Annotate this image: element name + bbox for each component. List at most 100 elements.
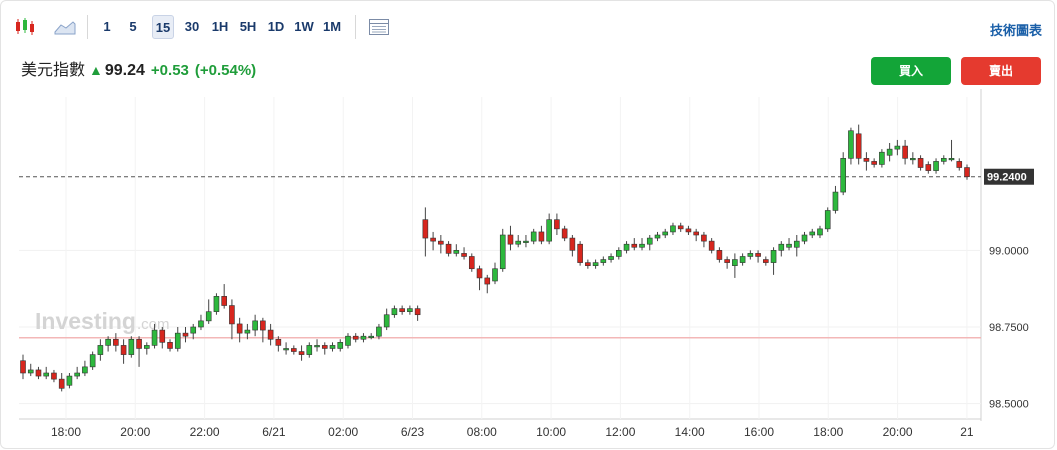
candle <box>190 323 197 340</box>
candle-body <box>244 329 251 334</box>
candle <box>445 241 452 257</box>
candle-body <box>832 191 839 211</box>
candle <box>933 158 939 174</box>
candle-body <box>321 345 328 349</box>
candle-body <box>817 228 823 236</box>
candle <box>623 241 630 254</box>
candle-body <box>414 308 421 316</box>
technical-chart-link[interactable]: 技術圖表 <box>989 23 1042 38</box>
candle-body <box>569 237 576 251</box>
candle-body <box>662 231 669 236</box>
candle <box>113 333 119 352</box>
candle <box>321 342 328 355</box>
candle <box>337 339 344 352</box>
candle <box>414 305 421 321</box>
candle-body <box>167 342 173 349</box>
area-chart-icon[interactable] <box>53 16 77 38</box>
candle <box>476 265 483 291</box>
candle <box>964 164 970 180</box>
candle-body <box>871 161 877 165</box>
candle-body <box>360 335 367 340</box>
candle-body <box>956 161 963 168</box>
candlestick-icon[interactable] <box>13 16 37 38</box>
candle <box>97 339 104 361</box>
price-change: +0.53 <box>150 62 189 79</box>
candle-body <box>198 320 204 328</box>
candle <box>763 256 769 266</box>
price-change-percent: (+0.54%) <box>194 62 257 79</box>
candle-body <box>236 323 243 334</box>
candle <box>314 339 320 352</box>
interval-5[interactable]: 5 <box>129 19 137 34</box>
candle-body <box>855 133 862 159</box>
candle <box>809 228 816 239</box>
candle-body <box>182 332 189 337</box>
candle <box>391 305 398 318</box>
candle <box>345 333 351 349</box>
interval-1d[interactable]: 1D <box>267 19 285 34</box>
candle-body <box>422 219 429 239</box>
candle-body <box>600 259 607 263</box>
interval-1w[interactable]: 1W <box>294 19 314 34</box>
candle <box>701 231 707 248</box>
candle-body <box>391 308 398 316</box>
sell-button[interactable]: 賣出 <box>961 57 1041 85</box>
candle <box>151 323 158 349</box>
candle <box>306 342 313 358</box>
current-price-label: 99.2400 <box>987 172 1027 184</box>
candle-body <box>732 259 738 266</box>
candlestick-chart[interactable]: Investing .com 98.5000 98.7500 99.0000 18:… <box>1 89 1051 449</box>
candle-body <box>778 243 785 251</box>
candle <box>74 366 80 380</box>
candle-body <box>113 338 119 346</box>
candle-body <box>840 158 846 193</box>
candle-body <box>430 237 436 242</box>
candle-body <box>577 243 583 263</box>
x-tick-label: 21 <box>960 425 974 439</box>
x-tick-label: 14:00 <box>675 425 705 439</box>
candle <box>174 327 181 352</box>
candle <box>569 235 576 257</box>
candle <box>27 363 34 377</box>
interval-5h[interactable]: 5H <box>239 19 257 34</box>
candle <box>399 305 405 315</box>
candle-body <box>824 210 831 230</box>
interval-30[interactable]: 30 <box>184 19 200 34</box>
candle-body <box>809 231 816 236</box>
candle-body <box>27 369 34 374</box>
candle <box>708 238 715 254</box>
candle-body <box>43 372 50 377</box>
candle <box>35 366 42 380</box>
candle <box>205 299 212 324</box>
candle <box>43 366 50 380</box>
candle <box>291 345 297 355</box>
candle <box>182 327 189 343</box>
candle <box>244 323 251 340</box>
interval-1m[interactable]: 1M <box>322 19 342 34</box>
candle-body <box>82 366 88 374</box>
table-view-icon[interactable] <box>367 16 391 38</box>
candle-body <box>58 378 65 389</box>
buy-button[interactable]: 買入 <box>871 57 951 85</box>
x-tick-label: 18:00 <box>813 425 843 439</box>
candle <box>631 238 638 251</box>
candle-body <box>894 145 901 150</box>
candle-body <box>948 158 955 161</box>
candle <box>329 342 336 352</box>
candle <box>670 222 676 235</box>
candle-body <box>677 225 684 230</box>
candle-body <box>97 345 104 355</box>
candle <box>801 231 808 245</box>
interval-1[interactable]: 1 <box>103 19 111 34</box>
x-tick-label: 22:00 <box>190 425 220 439</box>
candle <box>817 225 823 239</box>
instrument-name: 美元指數 <box>21 62 86 79</box>
candle-body <box>592 262 599 266</box>
candle <box>693 228 699 242</box>
interval-15[interactable]: 15 <box>152 15 174 39</box>
candle-body <box>306 345 313 355</box>
quote-header: 美元指數 ▲ 99.24 +0.53 (+0.54%) <box>21 56 256 80</box>
interval-1h[interactable]: 1H <box>211 19 229 34</box>
candle <box>600 256 607 266</box>
candle <box>229 299 235 340</box>
